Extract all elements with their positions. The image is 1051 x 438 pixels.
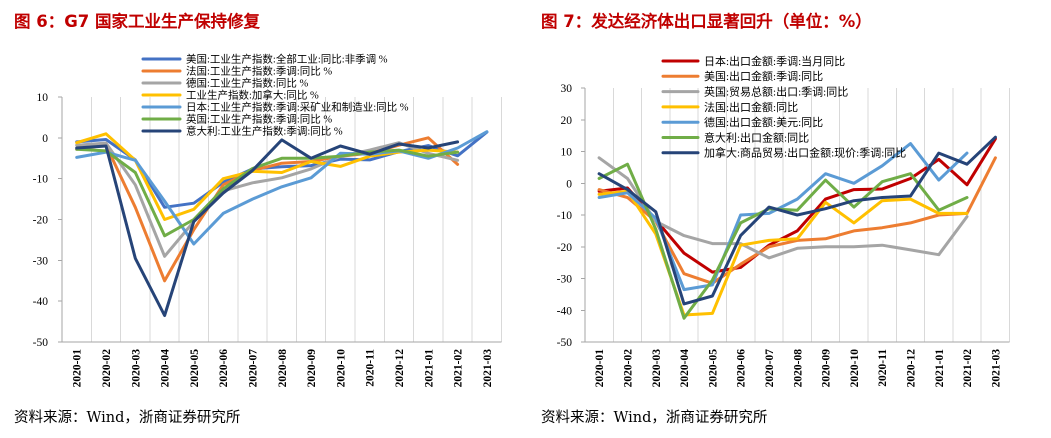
fig6-y-tick-label: -20 [33, 215, 49, 227]
fig6-legend-item-5: 日本:工业生产指数:季调:采矿业和制造业:同比 % [141, 101, 409, 114]
fig7-x-tick-label: 2020-07 [764, 349, 776, 388]
fig6-x-tick-label: 2020-12 [394, 349, 406, 388]
fig7-x-tick-label: 2020-11 [877, 349, 889, 387]
fig6-x-tick-label: 2021-01 [423, 349, 435, 388]
fig6-series-3-line [75, 141, 460, 258]
fig7-legend-label-6: 意大利:出口金额:同比 [704, 130, 809, 144]
fig6-y-tick-label: -40 [33, 296, 49, 308]
figure-6-title: 图 6：G7 国家工业生产保持修复 [14, 12, 260, 31]
fig7-y-tick-label: 0 [566, 178, 572, 190]
fig6-x-tick-label: 2020-02 [101, 349, 113, 388]
fig6-x-tick-label: 2020-08 [277, 349, 289, 388]
fig7-y-tick-label: 30 [561, 83, 573, 95]
fig6-legend-label-2: 法国:工业生产指数:季调:同比 % [186, 65, 332, 78]
fig6-y-tick-label: 0 [42, 133, 48, 145]
fig6-legend-item-6: 英国:工业生产指数:季调:同比 % [141, 113, 332, 126]
fig6-legend: 美国:工业生产指数:全部工业:同比:非季调 %法国:工业生产指数:季调:同比 %… [141, 53, 409, 138]
fig7-x-tick-label: 2021-03 [990, 349, 1002, 388]
fig6-series-1-line [75, 130, 489, 209]
figure-7-source-note: 资料来源：Wind，浙商证券研究所 [541, 410, 768, 426]
fig6-legend-label-7: 意大利:工业生产指数:季调:同比 % [186, 125, 343, 138]
fig6-legend-label-4: 工业生产指数:加拿大:同比 % [186, 89, 319, 102]
fig7-series [597, 135, 997, 320]
fig7-legend-item-4: 法国:出口金额:同比 [661, 100, 798, 114]
fig7-legend-item-3: 英国:贸易总额:出口:季调:同比 [661, 84, 848, 98]
fig6-x-tick-label: 2020-05 [189, 349, 201, 388]
fig6-y-tick-label: -10 [33, 174, 49, 186]
figure-6-source-note: 资料来源：Wind，浙商证券研究所 [14, 410, 241, 426]
fig6-y-tick-label: -50 [33, 337, 49, 349]
fig7-legend-item-1: 日本:出口金额:季调:当月同比 [661, 54, 845, 68]
fig6-x-tick-label: 2020-10 [335, 349, 347, 388]
fig6-x-tick-label: 2021-02 [453, 349, 465, 388]
fig6-x-tick-label: 2020-04 [160, 349, 172, 388]
fig6-x-tick-label: 2020-07 [248, 349, 260, 388]
fig7-x-tick-label: 2020-04 [679, 349, 691, 388]
fig7-y-tick-label: -50 [557, 337, 573, 349]
fig7-y-tick-label: -30 [557, 274, 573, 286]
fig6-x-tick-label: 2020-09 [306, 349, 318, 388]
fig6-legend-item-3: 德国:工业生产指数:同比 % [141, 77, 308, 90]
fig7-x-tick-label: 2021-01 [934, 349, 946, 388]
fig7-x-tick-label: 2021-02 [962, 349, 974, 388]
fig7-series-7-line [597, 135, 997, 306]
fig7-legend-label-7: 加拿大:商品贸易:出口金额:现价:季调:同比 [704, 146, 906, 160]
fig6-legend-label-6: 英国:工业生产指数:季调:同比 % [186, 113, 332, 126]
fig7-x-tick-label: 2020-03 [651, 349, 663, 388]
fig7-legend-item-5: 德国:出口金额:美元:同比 [661, 115, 823, 129]
fig7-legend: 日本:出口金额:季调:当月同比美国:出口金额:季调:同比英国:贸易总额:出口:季… [661, 54, 906, 160]
fig7-y-tick-label: -10 [557, 210, 573, 222]
fig7-y-tick-label: 10 [561, 147, 573, 159]
fig7-x-tick-label: 2020-05 [707, 349, 719, 388]
fig7-x-tick-label: 2020-10 [849, 349, 861, 388]
fig7-x-tick-label: 2020-06 [736, 349, 748, 388]
fig7-legend-label-3: 英国:贸易总额:出口:季调:同比 [704, 84, 848, 98]
fig6-series-7-line [75, 138, 460, 317]
fig7-legend-item-6: 意大利:出口金额:同比 [661, 130, 809, 144]
fig6-y-axis-labels: 10 0 -10 -20 -30 -40 -50 [33, 92, 62, 349]
fig6-legend-item-4: 工业生产指数:加拿大:同比 % [141, 89, 319, 102]
fig6-x-tick-label: 2021-03 [482, 349, 494, 388]
fig6-series [75, 130, 489, 317]
fig7-series-6-line [597, 162, 969, 320]
fig6-legend-item-7: 意大利:工业生产指数:季调:同比 % [141, 125, 343, 138]
fig7-x-tick-label: 2020-08 [792, 349, 804, 388]
fig7-x-tick-label: 2020-02 [623, 349, 635, 388]
fig6-x-tick-label: 2020-03 [130, 349, 142, 388]
fig7-legend-item-2: 美国:出口金额:季调:同比 [661, 69, 823, 83]
fig6-y-tick-label: -30 [33, 255, 49, 267]
fig6-gridlines [90, 97, 502, 342]
fig6-legend-item-2: 法国:工业生产指数:季调:同比 % [141, 65, 332, 78]
fig7-x-tick-label: 2020-01 [594, 349, 606, 388]
fig7-y-tick-label: 20 [561, 115, 573, 127]
fig7-y-axis-labels: 30 20 10 0 -10 -20 -30 -40 -50 [557, 83, 585, 349]
fig6-legend-label-1: 美国:工业生产指数:全部工业:同比:非季调 % [186, 53, 388, 66]
figure-7-title: 图 7：发达经济体出口显著回升（单位：%） [541, 12, 872, 31]
fig6-y-tick-label: 10 [37, 92, 49, 104]
fig6-x-tick-label: 2020-06 [218, 349, 230, 388]
fig7-legend-label-5: 德国:出口金额:美元:同比 [704, 115, 823, 129]
fig7-x-axis-labels: 2020-01 2020-02 2020-03 2020-04 2020-05 2020-… [594, 349, 1002, 388]
fig7-x-tick-label: 2020-09 [821, 349, 833, 388]
fig7-y-tick-label: -40 [557, 305, 573, 317]
fig7-legend-label-4: 法国:出口金额:同比 [704, 100, 798, 114]
fig7-y-tick-label: -20 [557, 242, 573, 254]
fig7-legend-item-7: 加拿大:商品贸易:出口金额:现价:季调:同比 [661, 146, 906, 160]
fig6-legend-label-3: 德国:工业生产指数:同比 % [186, 77, 308, 90]
fig6-x-tick-label: 2020-01 [72, 349, 84, 388]
fig7-legend-label-1: 日本:出口金额:季调:当月同比 [704, 54, 845, 68]
fig7-legend-label-2: 美国:出口金额:季调:同比 [704, 69, 823, 83]
fig7-x-tick-label: 2020-12 [906, 349, 918, 388]
fig6-legend-label-5: 日本:工业生产指数:季调:采矿业和制造业:同比 % [186, 101, 409, 114]
fig6-x-axis-labels: 2020-01 2020-02 2020-03 2020-04 2020-05 2020-… [72, 349, 494, 388]
fig6-series-5-line [75, 130, 489, 246]
fig6-series-6-line [75, 147, 460, 238]
fig6-x-tick-label: 2020-11 [365, 349, 377, 387]
fig6-legend-item-1: 美国:工业生产指数:全部工业:同比:非季调 % [141, 53, 388, 66]
